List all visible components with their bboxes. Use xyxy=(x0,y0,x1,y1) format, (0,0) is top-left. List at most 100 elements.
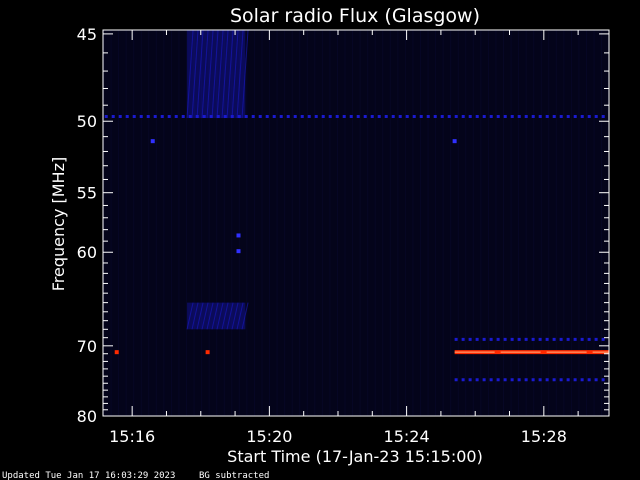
y-tick-label: 60 xyxy=(77,243,97,262)
background-streak xyxy=(601,30,603,416)
background-streak xyxy=(472,30,474,416)
emission-spot xyxy=(236,233,241,238)
background-streak xyxy=(246,30,248,416)
background-streak xyxy=(435,30,437,416)
background-streak xyxy=(578,30,580,416)
burst-stripe xyxy=(216,302,224,330)
background-streak xyxy=(261,30,263,416)
background-streak xyxy=(140,30,142,416)
background-streak xyxy=(125,30,127,416)
background-streak xyxy=(540,30,542,416)
background-streak xyxy=(518,30,520,416)
background-streak xyxy=(253,30,255,416)
background-streak xyxy=(495,30,497,416)
background-streak xyxy=(336,30,338,416)
background-streak xyxy=(548,30,550,416)
background-streak xyxy=(563,30,565,416)
background-streak xyxy=(570,30,572,416)
footer-bg-note: BG subtracted xyxy=(199,471,269,480)
burst-stripe xyxy=(221,302,229,330)
background-streak xyxy=(208,30,210,416)
background-streak xyxy=(186,30,188,416)
background-streak xyxy=(593,30,595,416)
y-tick-label: 80 xyxy=(77,407,97,426)
background-streak xyxy=(276,30,278,416)
x-tick-label: 15:16 xyxy=(109,427,155,446)
burst-stripe xyxy=(206,29,214,119)
background-streak xyxy=(480,30,482,416)
footer-updated: Updated Tue Jan 17 16:03:29 2023 xyxy=(2,471,175,480)
y-tick-label: 50 xyxy=(77,112,97,131)
background-streak xyxy=(299,30,301,416)
burst-stripe xyxy=(226,302,234,330)
background-streak xyxy=(306,30,308,416)
background-streak xyxy=(291,30,293,416)
burst-stripe xyxy=(241,29,249,119)
plot-area xyxy=(103,29,610,416)
burst-stripe xyxy=(211,29,219,119)
background-streak xyxy=(163,30,165,416)
burst-stripe xyxy=(191,302,199,330)
y-tick-label: 45 xyxy=(77,25,97,44)
background-streak xyxy=(216,30,218,416)
x-tick-label: 15:28 xyxy=(521,427,567,446)
emission-spot xyxy=(452,139,457,144)
background-streak xyxy=(321,30,323,416)
background-streak xyxy=(118,30,120,416)
background-streak xyxy=(110,30,112,416)
burst-stripe xyxy=(196,302,204,330)
background-streak xyxy=(555,30,557,416)
burst-stripe xyxy=(226,29,234,119)
background-streak xyxy=(193,30,195,416)
background-streak xyxy=(427,30,429,416)
background-streak xyxy=(525,30,527,416)
background-streak xyxy=(367,30,369,416)
burst-stripe xyxy=(186,29,194,119)
background-streak xyxy=(223,30,225,416)
background-streak xyxy=(502,30,504,416)
y-axis-label: Frequency [MHz] xyxy=(49,157,68,291)
background-streak xyxy=(586,30,588,416)
burst-region xyxy=(187,302,246,330)
burst-stripe xyxy=(231,302,239,330)
background-streak xyxy=(133,30,135,416)
burst-stripe xyxy=(231,29,239,119)
background-streak xyxy=(344,30,346,416)
background-streak xyxy=(329,30,331,416)
burst-stripe xyxy=(236,29,244,119)
background-streak xyxy=(397,30,399,416)
background-streak xyxy=(412,30,414,416)
burst-stripe xyxy=(201,302,209,330)
burst-stripe xyxy=(211,302,219,330)
background-streak xyxy=(359,30,361,416)
background-streak xyxy=(419,30,421,416)
emission-spot xyxy=(205,350,210,355)
background-streak xyxy=(382,30,384,416)
burst-stripe xyxy=(206,302,214,330)
burst-stripe xyxy=(201,29,209,119)
chart-title: Solar radio Flux (Glasgow) xyxy=(230,5,480,27)
background-streak xyxy=(231,30,233,416)
background-streak xyxy=(533,30,535,416)
background-streak xyxy=(201,30,203,416)
burst-stripe xyxy=(236,302,244,330)
x-tick-label: 15:24 xyxy=(384,427,430,446)
background-streak xyxy=(284,30,286,416)
burst-stripe xyxy=(191,29,199,119)
burst-stripe xyxy=(186,302,194,330)
burst-region xyxy=(187,30,246,119)
background-streak xyxy=(510,30,512,416)
y-tick-label: 55 xyxy=(77,184,97,203)
plot-frame xyxy=(102,29,610,417)
background-streak xyxy=(487,30,489,416)
background-streak xyxy=(314,30,316,416)
background-streak xyxy=(389,30,391,416)
background-streak xyxy=(374,30,376,416)
burst-stripe xyxy=(196,29,204,119)
background-streak xyxy=(404,30,406,416)
background-streak xyxy=(352,30,354,416)
background-streak xyxy=(170,30,172,416)
burst-stripe xyxy=(221,29,229,119)
